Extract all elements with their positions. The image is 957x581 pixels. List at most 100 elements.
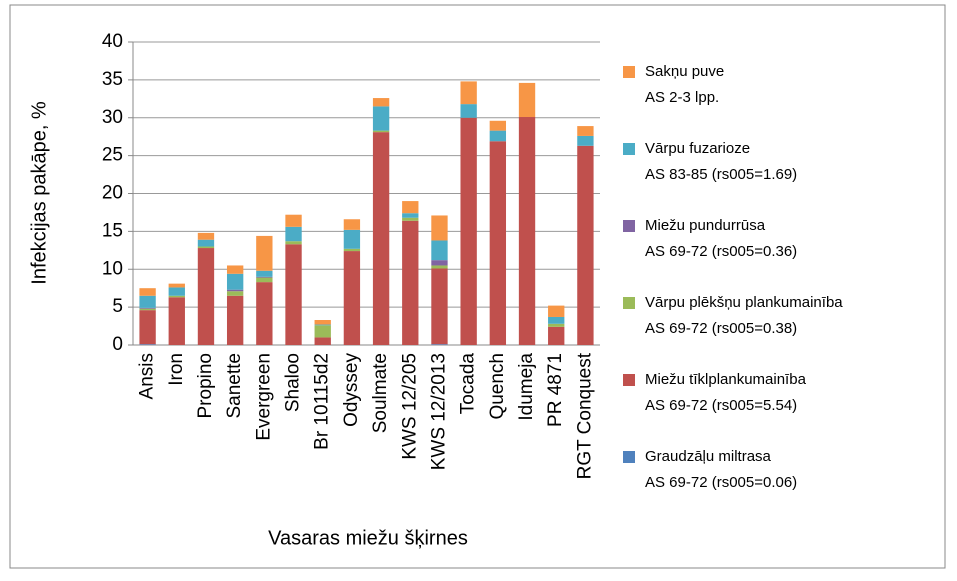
x-tick-label: RGT Conquest: [574, 352, 595, 479]
bar-segment: [460, 104, 477, 118]
legend-swatch: [623, 66, 635, 78]
bar-segment: [168, 295, 185, 298]
bar-segment: [256, 276, 273, 278]
bar-segment: [402, 213, 419, 218]
x-tick-label: Soulmate: [370, 353, 391, 433]
y-axis-label: Infekcijas pakāpe, %: [28, 101, 50, 285]
bar-segment: [460, 117, 477, 345]
legend-label: Vārpu plēkšņu plankumainība: [645, 294, 843, 311]
x-tick-label: Br 10115d2: [312, 353, 333, 450]
bar-segment: [168, 283, 185, 288]
bar-segment: [548, 326, 565, 345]
legend-stage: AS 69-72 (rs005=0.06): [645, 474, 797, 491]
bar-segment: [548, 305, 565, 317]
bar-segment: [460, 81, 477, 105]
bar-segment: [168, 287, 185, 296]
x-tick-label: Quench: [487, 353, 508, 420]
x-tick-label: Odyssey: [341, 353, 362, 427]
y-tick-label: 20: [102, 183, 123, 204]
bar-segment: [226, 273, 244, 290]
bar-segment: [372, 98, 390, 107]
legend-stage: AS 69-72 (rs005=5.54): [645, 397, 797, 414]
bar-segment: [285, 226, 302, 242]
legend-label: Miežu pundurrūsa: [645, 217, 766, 234]
bar-segment: [431, 265, 448, 269]
x-tick-label: Ansis: [137, 353, 158, 399]
bar-segment: [197, 248, 215, 345]
bar-segment: [226, 265, 244, 274]
y-tick-label: 35: [102, 69, 123, 90]
bar-segment: [314, 325, 331, 338]
bar-segment: [402, 201, 419, 214]
bar-segment: [256, 270, 273, 277]
bar-segment: [402, 220, 419, 345]
bar-segment: [256, 282, 273, 345]
y-tick-label: 15: [102, 220, 123, 241]
x-tick-label: Idumeja: [516, 353, 537, 421]
chart-frame: [9, 4, 946, 569]
bar-segment: [402, 217, 419, 221]
bar-segment: [139, 308, 156, 311]
y-tick-label: 25: [102, 145, 123, 166]
bar-segment: [577, 145, 594, 345]
y-tick-label: 5: [112, 296, 123, 317]
bar-segment: [518, 116, 536, 346]
bar-segment: [139, 310, 156, 345]
legend-label: Graudzāļu miltrasa: [645, 448, 772, 465]
bar-segment: [548, 323, 565, 327]
x-tick-label: Sanette: [224, 353, 245, 419]
bar-segment: [518, 82, 536, 117]
bar-segment: [489, 120, 507, 131]
bar-segment: [343, 248, 361, 252]
legend-stage: AS 69-72 (rs005=0.36): [645, 243, 797, 260]
legend-swatch: [623, 297, 635, 309]
bar-segment: [226, 289, 244, 292]
bar-segment: [285, 241, 302, 245]
legend-swatch: [623, 143, 635, 155]
bar-segment: [256, 277, 273, 283]
legend-label: Miežu tīklplankumainība: [645, 371, 807, 388]
x-tick-label: PR 4871: [545, 353, 566, 427]
bar-segment: [489, 130, 507, 142]
y-tick-label: 40: [102, 31, 123, 52]
bar-segment: [139, 288, 156, 296]
y-tick-label: 10: [102, 258, 123, 279]
bar-segment: [372, 106, 390, 131]
bar-segment: [197, 232, 215, 240]
x-tick-label: Shaloo: [283, 353, 304, 412]
bar-segment: [343, 229, 361, 249]
bar-segment: [343, 219, 361, 230]
legend-label: Sakņu puve: [645, 63, 724, 80]
bar-segment: [314, 337, 331, 345]
bar-segment: [489, 141, 507, 345]
x-tick-label: Iron: [166, 353, 187, 386]
y-tick-label: 0: [112, 334, 123, 355]
legend-swatch: [623, 220, 635, 232]
legend-swatch: [623, 374, 635, 386]
bar-segment: [577, 135, 594, 146]
bar-segment: [431, 215, 448, 241]
x-tick-label: Propino: [195, 353, 216, 419]
bar-segment: [168, 297, 185, 345]
bar-segment: [197, 239, 215, 247]
y-tick-label: 30: [102, 107, 123, 128]
bar-segment: [314, 320, 331, 325]
legend-label: Vārpu fuzarioze: [645, 140, 750, 157]
bar-segment: [431, 268, 448, 345]
bar-segment: [372, 130, 390, 133]
bar-segment: [139, 307, 156, 309]
legend-stage: AS 69-72 (rs005=0.38): [645, 320, 797, 337]
legend-stage: AS 2-3 lpp.: [645, 89, 719, 106]
bar-segment: [314, 324, 331, 326]
bar-segment: [139, 344, 156, 345]
bar-segment: [431, 260, 448, 266]
bar-segment: [431, 240, 448, 261]
bar-segment: [372, 132, 390, 345]
bar-segment: [197, 246, 215, 249]
bar-segment: [139, 295, 156, 308]
bar-segment: [226, 291, 244, 296]
bar-segment: [256, 235, 273, 271]
bar-segment: [431, 344, 448, 345]
x-axis-label: Vasaras miežu šķirnes: [268, 527, 468, 549]
